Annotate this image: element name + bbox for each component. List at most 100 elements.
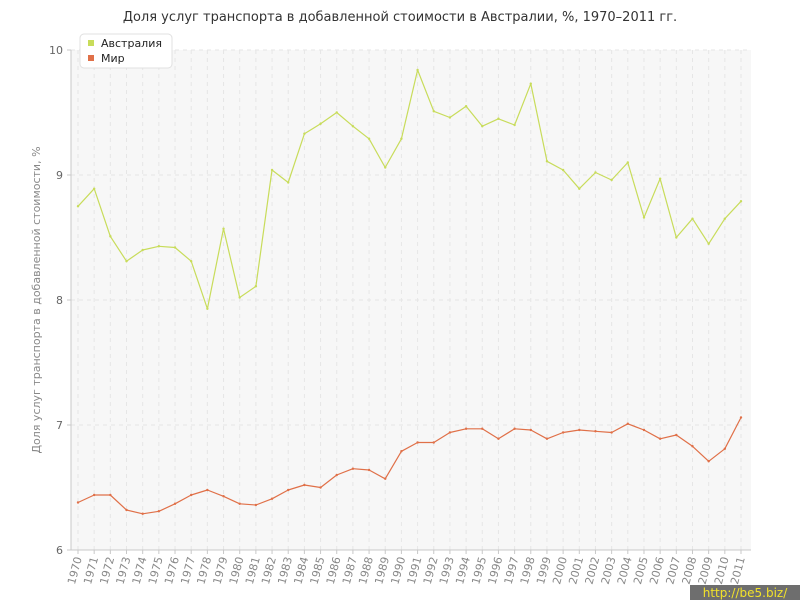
data-point bbox=[270, 497, 274, 500]
data-point bbox=[367, 137, 371, 140]
data-point bbox=[351, 467, 355, 470]
data-point bbox=[626, 161, 630, 164]
data-point bbox=[642, 216, 646, 219]
data-point bbox=[206, 307, 209, 310]
data-point bbox=[448, 431, 452, 434]
data-point bbox=[416, 441, 419, 444]
data-point bbox=[254, 503, 258, 507]
data-point bbox=[578, 187, 581, 190]
data-point bbox=[206, 488, 209, 492]
data-point bbox=[545, 437, 549, 440]
data-point bbox=[319, 122, 322, 125]
y-tick-labels: 6 7 8 9 10 bbox=[49, 44, 71, 557]
data-point bbox=[141, 512, 144, 515]
data-point bbox=[287, 181, 290, 184]
data-point bbox=[561, 431, 565, 434]
data-point bbox=[76, 205, 80, 208]
data-point bbox=[335, 111, 338, 114]
x-tick-labels: 1970197119721973197419751976197719781979… bbox=[65, 550, 748, 586]
legend-box bbox=[79, 33, 173, 69]
data-point bbox=[125, 260, 128, 263]
data-point bbox=[626, 422, 630, 425]
data-point bbox=[497, 437, 500, 440]
data-point bbox=[125, 508, 128, 512]
data-point bbox=[109, 493, 112, 497]
data-point bbox=[594, 430, 597, 433]
data-point bbox=[578, 428, 581, 432]
y-tick-label: 10 bbox=[49, 44, 63, 57]
data-point bbox=[238, 296, 241, 299]
data-point bbox=[400, 450, 403, 453]
data-point bbox=[497, 117, 500, 120]
data-point bbox=[222, 495, 225, 498]
data-point bbox=[529, 82, 532, 85]
data-point bbox=[222, 227, 225, 230]
data-point bbox=[92, 493, 96, 497]
data-point bbox=[642, 428, 646, 432]
series-line-1 bbox=[77, 417, 742, 515]
data-point bbox=[287, 488, 290, 492]
data-point bbox=[448, 116, 452, 119]
data-point bbox=[513, 123, 516, 127]
data-point bbox=[658, 177, 662, 180]
legend-label-australia: Австралия bbox=[101, 37, 162, 50]
y-tick-label: 7 bbox=[56, 419, 63, 432]
y-tick-label: 6 bbox=[56, 544, 63, 557]
data-point bbox=[481, 125, 484, 128]
legend-swatch-world bbox=[88, 55, 94, 61]
data-point bbox=[658, 437, 662, 440]
data-point bbox=[707, 460, 710, 463]
data-point bbox=[189, 493, 193, 497]
data-point bbox=[416, 68, 419, 72]
data-point bbox=[141, 248, 144, 252]
series bbox=[76, 68, 743, 515]
data-point bbox=[561, 168, 565, 172]
data-point bbox=[303, 132, 306, 135]
watermark-link[interactable]: http://be5.biz/ bbox=[703, 586, 788, 600]
legend-label-world: Мир bbox=[101, 52, 125, 65]
data-point bbox=[545, 160, 549, 163]
data-point bbox=[92, 187, 96, 190]
watermark-bg bbox=[690, 585, 800, 600]
y-tick-label: 8 bbox=[56, 294, 63, 307]
data-point bbox=[513, 427, 516, 430]
data-point bbox=[464, 427, 468, 430]
data-point bbox=[270, 168, 274, 172]
data-point bbox=[173, 246, 177, 249]
chart-title: Доля услуг транспорта в добавленной стои… bbox=[123, 10, 677, 25]
data-point bbox=[610, 431, 613, 434]
data-point bbox=[254, 285, 258, 288]
data-point bbox=[173, 502, 177, 505]
data-point bbox=[303, 483, 306, 487]
data-point bbox=[610, 178, 613, 182]
data-point bbox=[189, 260, 193, 263]
data-point bbox=[367, 468, 371, 472]
data-point bbox=[351, 125, 355, 128]
data-point bbox=[432, 441, 435, 444]
data-point bbox=[723, 447, 727, 450]
data-point bbox=[384, 477, 387, 480]
data-point bbox=[157, 510, 161, 513]
data-point bbox=[723, 217, 727, 220]
data-point bbox=[157, 245, 161, 248]
grid bbox=[71, 49, 751, 551]
y-axis-label: Доля услуг транспорта в добавленной стои… bbox=[30, 146, 43, 453]
data-point bbox=[481, 427, 484, 430]
data-point bbox=[109, 235, 112, 238]
data-point bbox=[691, 217, 694, 220]
data-point bbox=[691, 445, 694, 448]
data-point bbox=[675, 433, 678, 437]
legend: Австралия Мир bbox=[79, 33, 173, 69]
data-point bbox=[238, 502, 241, 505]
data-point bbox=[76, 501, 80, 504]
data-point bbox=[432, 110, 435, 113]
data-point bbox=[707, 242, 710, 245]
legend-swatch-australia bbox=[88, 40, 94, 46]
data-point bbox=[529, 428, 532, 432]
data-point bbox=[335, 473, 338, 477]
data-point bbox=[739, 416, 743, 419]
data-point bbox=[464, 105, 468, 108]
data-point bbox=[384, 166, 387, 169]
data-point bbox=[675, 236, 678, 239]
